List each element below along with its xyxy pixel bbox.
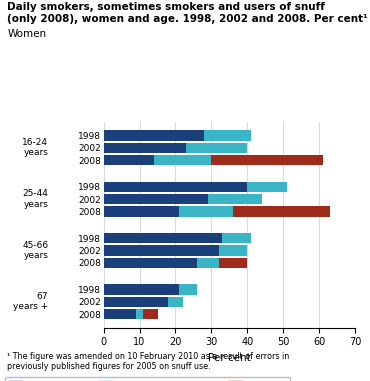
Bar — [211, 155, 323, 165]
Bar — [222, 233, 251, 243]
Text: 16-24
years: 16-24 years — [22, 138, 48, 157]
Text: Women: Women — [7, 29, 47, 38]
Bar — [204, 130, 251, 141]
Bar — [179, 206, 233, 217]
Bar — [104, 233, 222, 243]
Bar — [233, 206, 330, 217]
Bar — [104, 296, 168, 307]
X-axis label: Per cent: Per cent — [208, 353, 251, 363]
Text: 67
years +: 67 years + — [13, 292, 48, 312]
Bar — [104, 258, 197, 268]
Text: 25-44
years: 25-44 years — [22, 189, 48, 209]
Bar — [154, 155, 211, 165]
Text: Daily smokers, sometimes smokers and users of snuff: Daily smokers, sometimes smokers and use… — [7, 2, 325, 12]
Bar — [104, 130, 204, 141]
Bar — [219, 258, 248, 268]
Bar — [136, 309, 143, 319]
Text: 45-66
years: 45-66 years — [22, 241, 48, 260]
Bar — [143, 309, 158, 319]
Bar — [104, 309, 136, 319]
Bar — [104, 206, 179, 217]
Bar — [104, 142, 186, 153]
Legend: Daily smokers, Now and then smokers, Snuffers: Daily smokers, Now and then smokers, Snu… — [5, 378, 290, 381]
Bar — [219, 245, 248, 256]
Bar — [104, 182, 248, 192]
Bar — [104, 194, 208, 204]
Bar — [104, 284, 179, 295]
Bar — [248, 182, 287, 192]
Bar — [186, 142, 248, 153]
Bar — [104, 155, 154, 165]
Text: (only 2008), women and age. 1998, 2002 and 2008. Per cent¹: (only 2008), women and age. 1998, 2002 a… — [7, 14, 368, 24]
Bar — [168, 296, 183, 307]
Bar — [104, 245, 219, 256]
Bar — [208, 194, 262, 204]
Text: ¹ The figure was amended on 10 February 2010 as a result of errors in
previously: ¹ The figure was amended on 10 February … — [7, 352, 290, 371]
Bar — [179, 284, 197, 295]
Bar — [197, 258, 219, 268]
